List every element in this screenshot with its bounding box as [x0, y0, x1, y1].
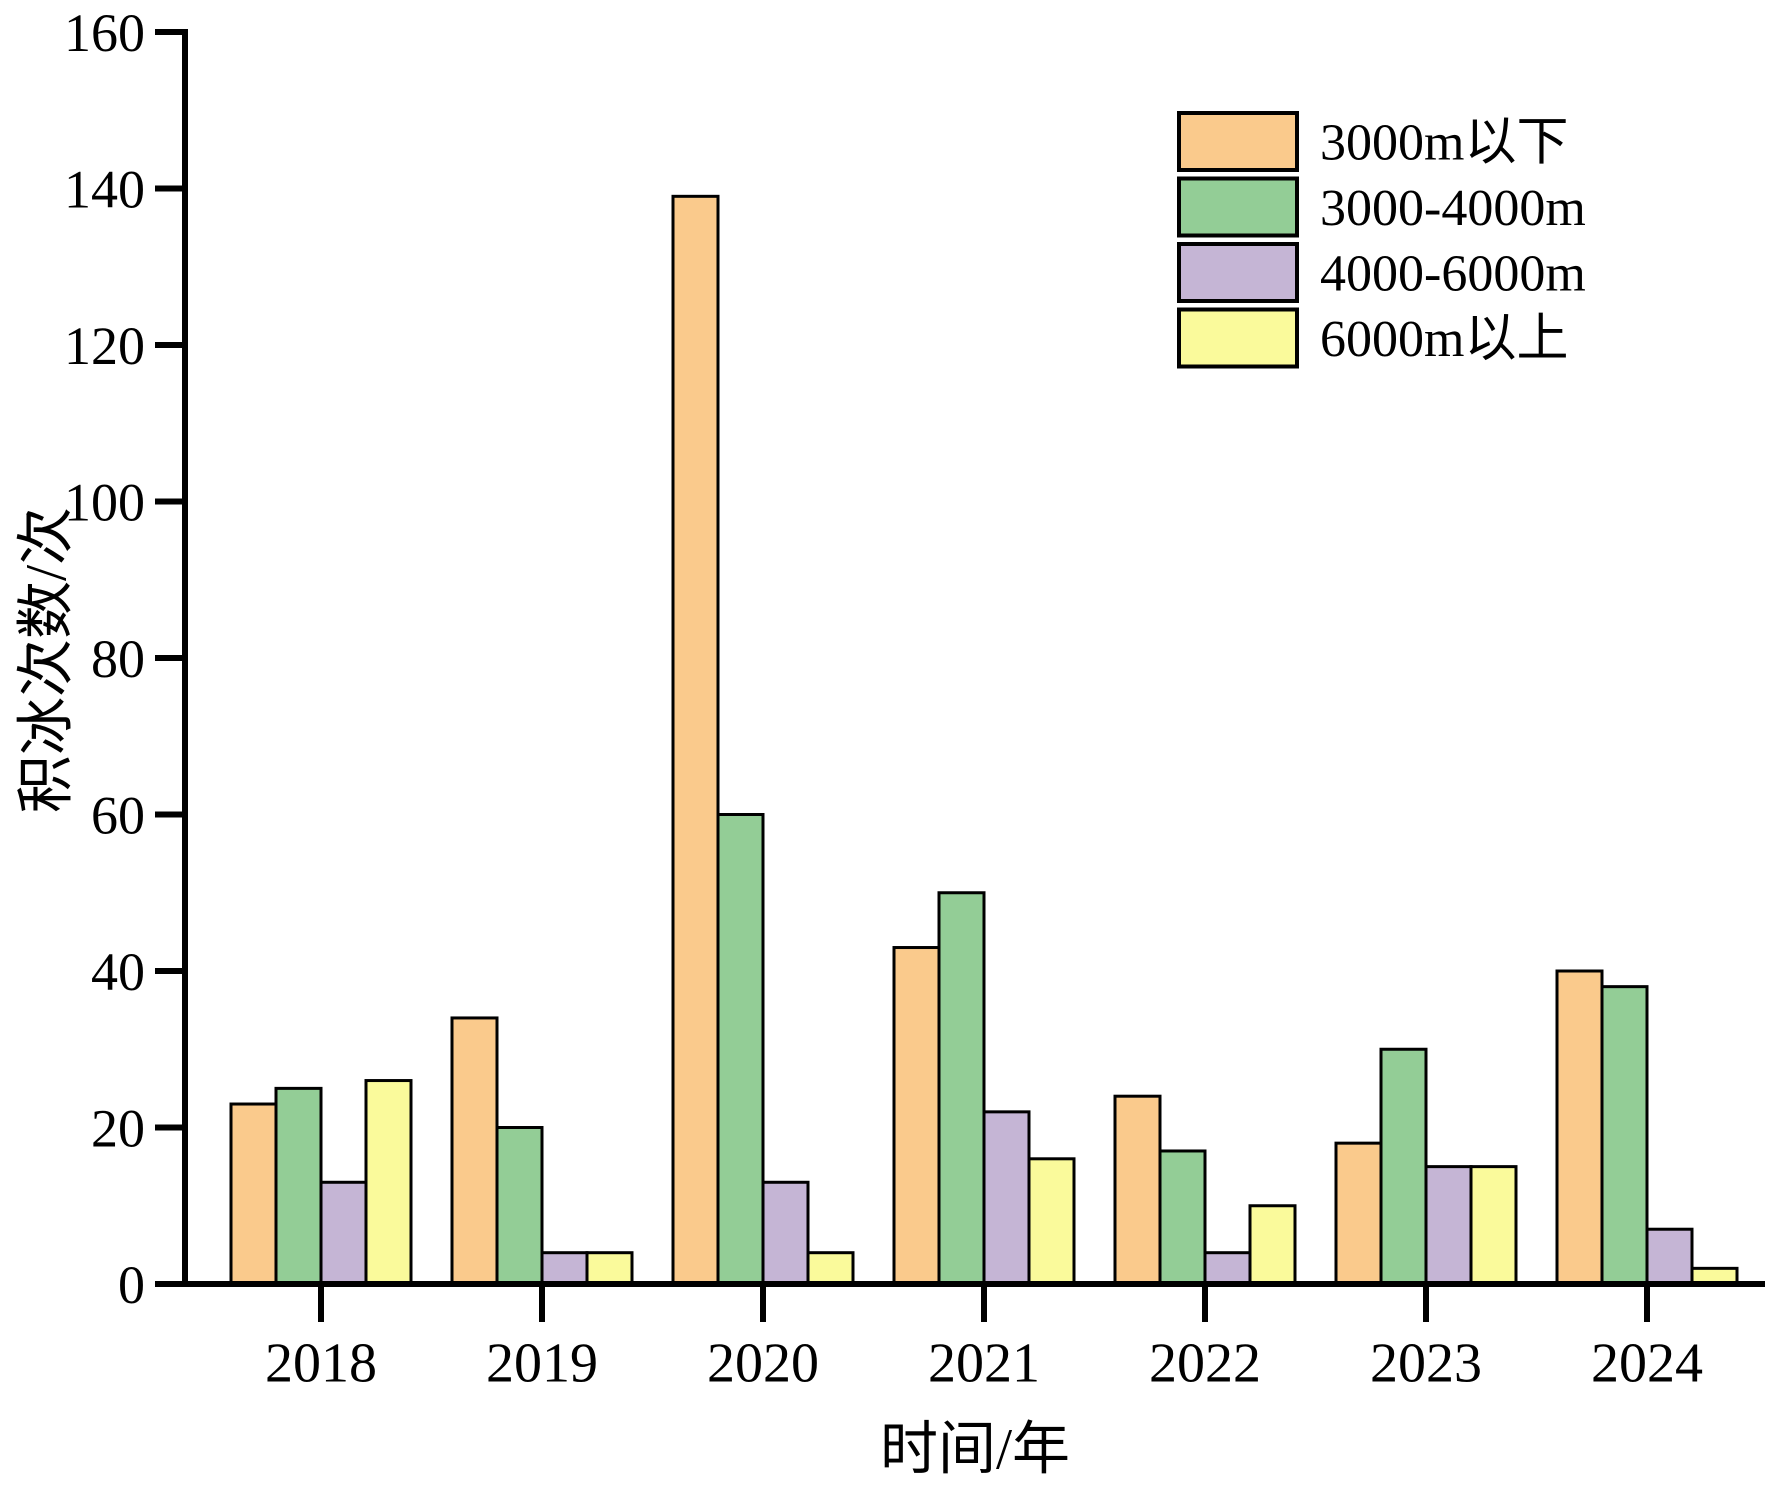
bar-2021-series0 — [892, 946, 941, 1286]
bar-2021-series2 — [982, 1110, 1031, 1286]
legend-swatch-2 — [1177, 242, 1299, 303]
bar-2018-series3 — [364, 1079, 413, 1286]
bar-2019-series0 — [450, 1016, 499, 1286]
legend-label-1: 3000-4000m — [1320, 180, 1586, 237]
bar-2019-series3 — [585, 1251, 634, 1286]
bar-2023-series3 — [1469, 1165, 1518, 1286]
bar-2020-series3 — [806, 1251, 855, 1286]
bar-2020-series0 — [671, 194, 720, 1286]
y-tick-label: 100 — [64, 472, 145, 532]
x-axis-ticks: 2018 2019 2020 2021 2022 2023 2024 — [265, 1284, 1703, 1395]
bar-2022-series0 — [1113, 1094, 1162, 1286]
x-tick-label-2018: 2018 — [265, 1333, 377, 1395]
y-tick-label: 40 — [91, 942, 145, 1002]
bar-2024-series1 — [1600, 985, 1649, 1286]
y-tick-label: 160 — [64, 3, 145, 63]
bar-2020-series2 — [761, 1180, 810, 1286]
y-tick-label: 0 — [118, 1255, 145, 1315]
x-tick-label-2020: 2020 — [707, 1333, 819, 1395]
bar-2020-series1 — [716, 813, 765, 1286]
x-tick-label-2021: 2021 — [928, 1333, 1040, 1395]
bar-2024-series2 — [1645, 1227, 1694, 1286]
y-tick-label: 20 — [91, 1098, 145, 1158]
bar-2018-series2 — [319, 1180, 368, 1286]
y-tick-label: 140 — [64, 159, 145, 219]
x-tick-label-2024: 2024 — [1591, 1333, 1703, 1395]
bar-2021-series3 — [1027, 1157, 1076, 1286]
x-tick-label-2023: 2023 — [1370, 1333, 1482, 1395]
bar-2023-series0 — [1334, 1141, 1383, 1286]
legend-swatch-0 — [1177, 111, 1299, 172]
bar-2018-series0 — [229, 1102, 278, 1286]
y-tick-label: 120 — [64, 316, 145, 376]
y-tick-label: 80 — [91, 629, 145, 689]
bar-2021-series1 — [937, 891, 986, 1286]
bar-2024-series0 — [1555, 969, 1604, 1286]
x-axis-title: 时间/年 — [880, 1416, 1070, 1481]
y-axis-ticks: 0 20 40 60 80 100 120 140 160 — [64, 3, 185, 1315]
legend: 3000m以下 3000-4000m 4000-6000m 6000m以上 — [1177, 111, 1586, 369]
legend-label-3: 6000m以上 — [1320, 311, 1568, 368]
bar-2019-series2 — [540, 1251, 589, 1286]
y-tick-label: 60 — [91, 785, 145, 845]
bar-2022-series2 — [1203, 1251, 1252, 1286]
legend-swatch-3 — [1177, 307, 1299, 369]
bar-2019-series1 — [495, 1126, 544, 1286]
bar-2023-series2 — [1424, 1165, 1473, 1286]
x-tick-label-2022: 2022 — [1149, 1333, 1261, 1395]
bar-2022-series3 — [1248, 1204, 1297, 1286]
legend-label-0: 3000m以下 — [1320, 115, 1568, 172]
x-tick-label-2019: 2019 — [486, 1333, 598, 1395]
bar-2018-series1 — [274, 1086, 323, 1286]
y-axis-title: 积冰次数/次 — [13, 507, 78, 813]
bar-2022-series1 — [1158, 1149, 1207, 1286]
bar-2023-series1 — [1379, 1047, 1428, 1286]
legend-label-2: 4000-6000m — [1320, 246, 1586, 303]
legend-swatch-1 — [1177, 176, 1299, 238]
